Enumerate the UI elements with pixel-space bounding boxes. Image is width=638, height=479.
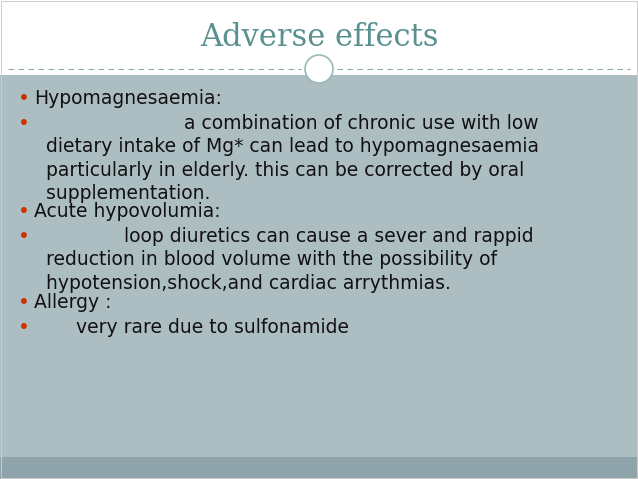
Text: Allergy :: Allergy :: [34, 293, 112, 312]
Text: very rare due to sulfonamide: very rare due to sulfonamide: [34, 318, 349, 337]
Text: Acute hypovolumia:: Acute hypovolumia:: [34, 202, 221, 221]
Bar: [0, 0, 638, 75]
Text: a combination of chronic use with low
  dietary intake of Mg* can lead to hypoma: a combination of chronic use with low di…: [34, 114, 539, 204]
Circle shape: [305, 55, 333, 83]
Text: •: •: [18, 89, 30, 108]
Text: •: •: [18, 114, 30, 133]
Text: Adverse effects: Adverse effects: [200, 22, 438, 53]
Bar: [0, 75, 638, 457]
Text: •: •: [18, 293, 30, 312]
Text: loop diuretics can cause a sever and rappid
  reduction in blood volume with the: loop diuretics can cause a sever and rap…: [34, 227, 533, 293]
Text: Hypomagnesaemia:: Hypomagnesaemia:: [34, 89, 222, 108]
Text: •: •: [18, 202, 30, 221]
Text: •: •: [18, 227, 30, 246]
Text: •: •: [18, 318, 30, 337]
Bar: [0, 457, 638, 479]
